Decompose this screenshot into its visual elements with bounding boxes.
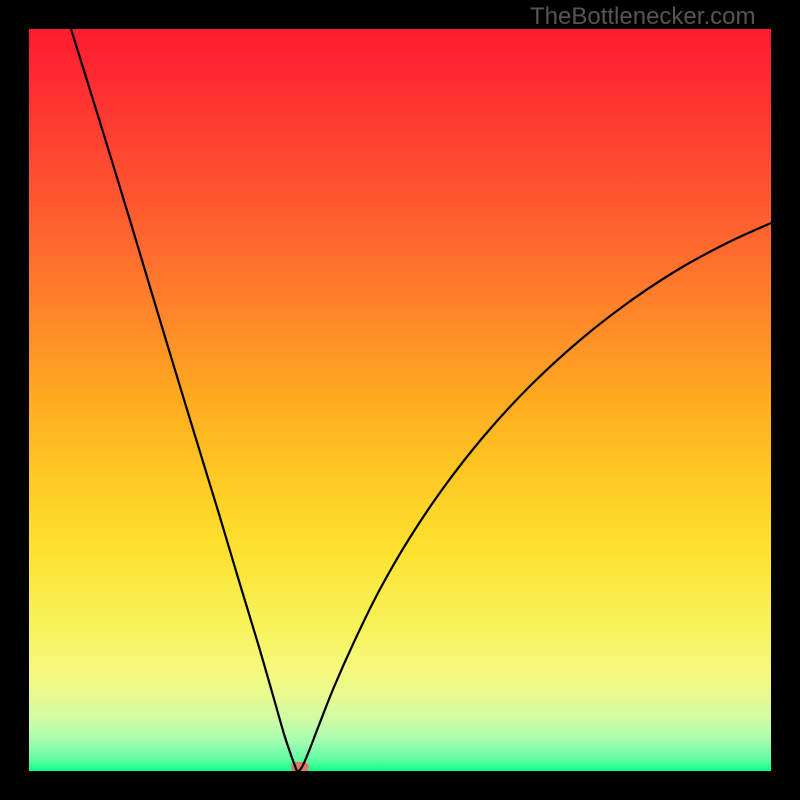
watermark-text: TheBottlenecker.com — [530, 3, 755, 31]
gradient-background — [29, 29, 771, 771]
chart-plot-area — [29, 29, 771, 771]
